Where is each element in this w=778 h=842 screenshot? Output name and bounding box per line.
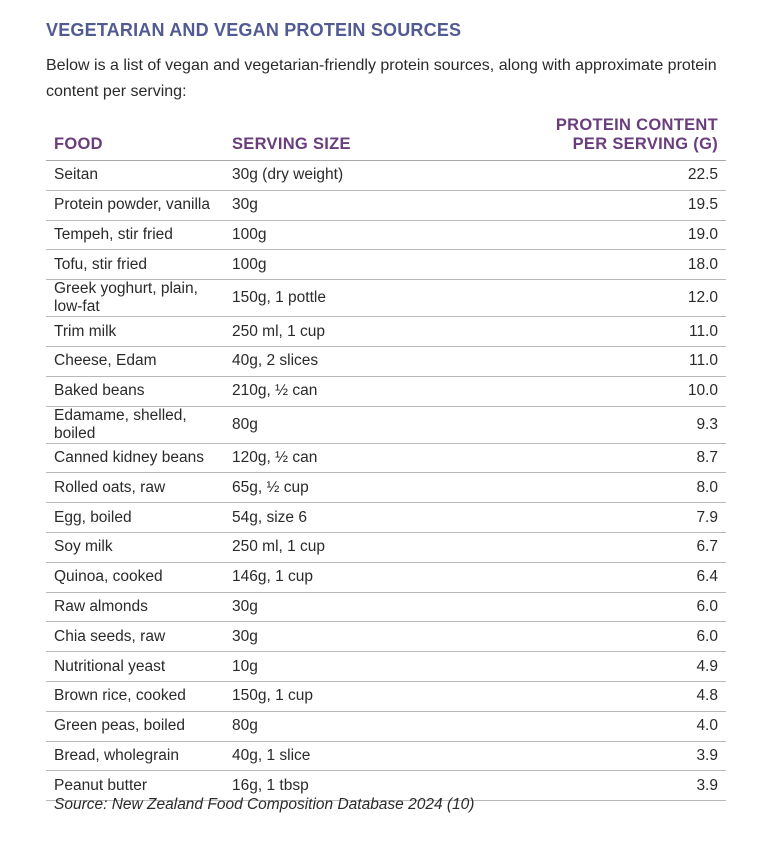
cell-protein: 4.8 <box>510 681 726 712</box>
cell-protein: 12.0 <box>510 279 726 318</box>
cell-protein: 10.0 <box>510 376 726 407</box>
table-row: Greek yoghurt, plain, low-fat 150g, 1 pot… <box>46 279 726 318</box>
table-row: Edamame, shelled, boiled 80g 9.3 <box>46 406 726 444</box>
cell-food: Greek yoghurt, plain, low-fat <box>46 279 224 318</box>
cell-serving-size: 100g <box>224 220 510 251</box>
cell-serving-size: 30g <box>224 592 510 623</box>
cell-food: Tempeh, stir fried <box>46 220 224 251</box>
cell-food: Seitan <box>46 160 224 191</box>
cell-serving-size: 40g, 2 slices <box>224 346 510 377</box>
cell-protein: 18.0 <box>510 249 726 281</box>
cell-protein: 6.0 <box>510 621 726 653</box>
cell-serving-size: 30g (dry weight) <box>224 160 510 191</box>
cell-protein: 6.7 <box>510 532 726 563</box>
cell-serving-size: 210g, ½ can <box>224 376 510 407</box>
table-row: Chia seeds, raw 30g 6.0 <box>46 621 726 653</box>
table-row: Quinoa, cooked 146g, 1 cup 6.4 <box>46 562 726 593</box>
table-row: Peanut butter 16g, 1 tbsp 3.9 <box>46 770 726 802</box>
cell-food: Trim milk <box>46 316 224 347</box>
cell-serving-size: 54g, size 6 <box>224 502 510 533</box>
cell-food: Peanut butter <box>46 770 224 802</box>
table-row: Baked beans 210g, ½ can 10.0 <box>46 376 726 407</box>
page-title: VEGETARIAN AND VEGAN PROTEIN SOURCES <box>46 20 462 40</box>
table-row: Tempeh, stir fried 100g 19.0 <box>46 220 726 251</box>
cell-serving-size: 250 ml, 1 cup <box>224 316 510 347</box>
cell-food: Raw almonds <box>46 592 224 623</box>
cell-protein: 8.0 <box>510 472 726 504</box>
cell-serving-size: 10g <box>224 651 510 682</box>
cell-serving-size: 150g, 1 cup <box>224 681 510 712</box>
cell-serving-size: 30g <box>224 621 510 653</box>
cell-protein: 9.3 <box>510 406 726 444</box>
table-row: Bread, wholegrain 40g, 1 slice 3.9 <box>46 741 726 772</box>
cell-protein: 19.0 <box>510 220 726 251</box>
cell-protein: 4.0 <box>510 711 726 742</box>
cell-food: Nutritional yeast <box>46 651 224 682</box>
cell-protein: 19.5 <box>510 190 726 221</box>
table-row: Tofu, stir fried 100g 18.0 <box>46 249 726 281</box>
cell-serving-size: 150g, 1 pottle <box>224 279 510 318</box>
table-row: Seitan 30g (dry weight) 22.5 <box>46 160 726 191</box>
cell-serving-size: 250 ml, 1 cup <box>224 532 510 563</box>
header-protein-content: PROTEIN CONTENT PER SERVING (G) <box>555 116 718 153</box>
table-row: Brown rice, cooked 150g, 1 cup 4.8 <box>46 681 726 712</box>
cell-food: Baked beans <box>46 376 224 407</box>
cell-food: Green peas, boiled <box>46 711 224 742</box>
cell-food: Protein powder, vanilla <box>46 190 224 221</box>
cell-serving-size: 120g, ½ can <box>224 443 510 474</box>
cell-food: Edamame, shelled, boiled <box>46 406 224 444</box>
cell-food: Cheese, Edam <box>46 346 224 377</box>
table-row: Soy milk 250 ml, 1 cup 6.7 <box>46 532 726 563</box>
cell-serving-size: 30g <box>224 190 510 221</box>
cell-serving-size: 80g <box>224 711 510 742</box>
table-row: Cheese, Edam 40g, 2 slices 11.0 <box>46 346 726 377</box>
cell-protein: 11.0 <box>510 316 726 347</box>
table-header-row: FOOD SERVING SIZE PROTEIN CONTENT PER SE… <box>46 112 726 161</box>
header-food: FOOD <box>54 135 103 153</box>
cell-protein: 11.0 <box>510 346 726 377</box>
table-row: Raw almonds 30g 6.0 <box>46 592 726 623</box>
cell-food: Canned kidney beans <box>46 443 224 474</box>
table-row: Protein powder, vanilla 30g 19.5 <box>46 190 726 221</box>
table-row: Rolled oats, raw 65g, ½ cup 8.0 <box>46 472 726 504</box>
cell-protein: 6.0 <box>510 592 726 623</box>
source-note: Source: New Zealand Food Composition Dat… <box>54 796 475 813</box>
table-row: Canned kidney beans 120g, ½ can 8.7 <box>46 443 726 474</box>
table-row: Trim milk 250 ml, 1 cup 11.0 <box>46 316 726 347</box>
header-serving-size: SERVING SIZE <box>232 135 351 153</box>
cell-food: Rolled oats, raw <box>46 472 224 504</box>
cell-protein: 7.9 <box>510 502 726 533</box>
cell-serving-size: 146g, 1 cup <box>224 562 510 593</box>
intro-text: Below is a list of vegan and vegetarian-… <box>46 57 717 100</box>
cell-serving-size: 80g <box>224 406 510 444</box>
cell-food: Soy milk <box>46 532 224 563</box>
cell-food: Tofu, stir fried <box>46 249 224 281</box>
cell-protein: 22.5 <box>510 160 726 191</box>
cell-protein: 3.9 <box>510 770 726 802</box>
cell-protein: 8.7 <box>510 443 726 474</box>
cell-food: Chia seeds, raw <box>46 621 224 653</box>
cell-serving-size: 16g, 1 tbsp <box>224 770 510 802</box>
table-row: Egg, boiled 54g, size 6 7.9 <box>46 502 726 533</box>
cell-protein: 3.9 <box>510 741 726 772</box>
cell-serving-size: 65g, ½ cup <box>224 472 510 504</box>
cell-serving-size: 40g, 1 slice <box>224 741 510 772</box>
table-body: Seitan 30g (dry weight) 22.5 Protein powder… <box>46 160 726 802</box>
table-row: Green peas, boiled 80g 4.0 <box>46 711 726 742</box>
cell-protein: 6.4 <box>510 562 726 593</box>
cell-protein: 4.9 <box>510 651 726 682</box>
cell-food: Egg, boiled <box>46 502 224 533</box>
cell-serving-size: 100g <box>224 249 510 281</box>
table-row: Nutritional yeast 10g 4.9 <box>46 651 726 682</box>
protein-table: FOOD SERVING SIZE PROTEIN CONTENT PER SE… <box>46 112 726 802</box>
cell-food: Quinoa, cooked <box>46 562 224 593</box>
cell-food: Brown rice, cooked <box>46 681 224 712</box>
cell-food: Bread, wholegrain <box>46 741 224 772</box>
